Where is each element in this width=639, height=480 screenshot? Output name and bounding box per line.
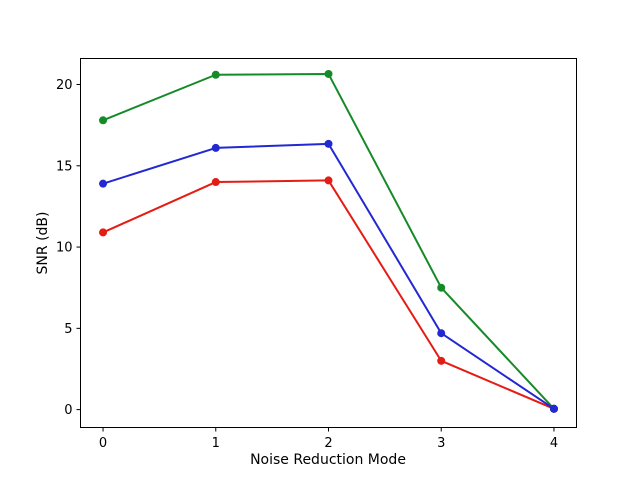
x-axis-label: Noise Reduction Mode [250,452,406,468]
y-axis-label: SNR (dB) [35,212,51,275]
x-tick-label: 4 [550,436,558,451]
data-point-green-1 [211,70,220,79]
y-tick-label: 20 [56,78,73,93]
x-tick-label: 3 [437,436,445,451]
data-point-blue-0 [99,179,108,188]
data-point-red-1 [211,178,220,187]
x-tick-label: 2 [324,436,332,451]
y-tick-label: 15 [56,159,73,174]
data-point-blue-2 [324,139,333,148]
y-tick-label: 5 [64,322,72,337]
data-point-red-2 [324,176,333,185]
plot-area: 0 1 2 3 4 0 5 10 15 20 [56,69,558,451]
data-point-red-0 [99,228,108,237]
x-tick-label: 0 [99,436,107,451]
data-point-green-3 [437,283,446,292]
data-point-green-2 [324,69,333,78]
plot-border [80,58,577,428]
series-line-green [102,72,555,410]
series-line-red [102,179,555,410]
y-tick-label: 0 [64,403,72,418]
data-point-blue-3 [437,329,446,338]
data-point-red-3 [437,356,446,365]
y-tick-label: 10 [56,241,73,256]
data-point-blue-4 [549,404,558,413]
x-tick-label: 1 [212,436,220,451]
data-point-blue-1 [211,143,220,152]
data-point-green-0 [99,116,108,125]
